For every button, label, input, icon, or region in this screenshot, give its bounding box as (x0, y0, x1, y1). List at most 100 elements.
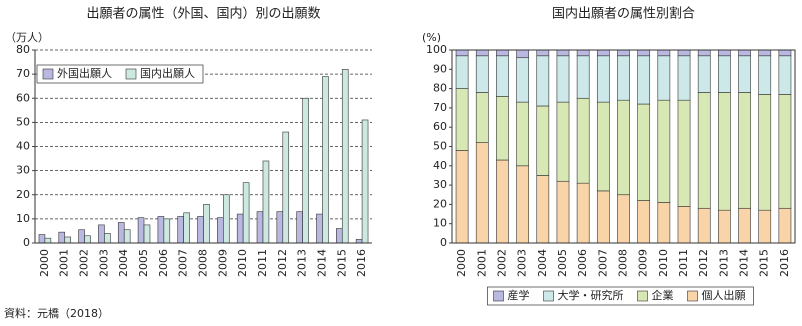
x-tick-label: 2014 (315, 249, 328, 277)
y-tick-label: 90 (433, 62, 447, 75)
x-tick-label: 2005 (556, 249, 569, 277)
x-tick-label: 2012 (276, 249, 289, 277)
x-tick-label: 2012 (697, 249, 710, 277)
y-tick-label: 60 (16, 91, 30, 104)
x-tick-label: 2015 (335, 249, 348, 277)
bar-segment (576, 49, 590, 57)
x-tick-label: 2002 (495, 249, 508, 277)
x-tick-label: 2005 (137, 249, 150, 277)
legend-label: 国内出願人 (140, 66, 195, 80)
bar (117, 222, 125, 244)
bar-segment (496, 49, 509, 57)
bar (262, 160, 270, 244)
bar-segment (475, 92, 489, 143)
bar-segment (718, 55, 731, 93)
bar (157, 216, 165, 244)
bar-segment (556, 49, 570, 57)
x-tick-label: 2011 (256, 249, 269, 277)
y-tick-label: 0 (440, 236, 447, 249)
bar (316, 213, 323, 244)
bar-segment (576, 55, 590, 99)
y-tick-label: 100 (426, 43, 447, 56)
bar-segment (778, 49, 792, 57)
x-tick-label: 2006 (576, 249, 589, 277)
bar-segment (455, 55, 469, 89)
chart-title: 出願者の属性（外国、国内）別の出願数 (86, 6, 320, 22)
x-tick-label: 2008 (617, 249, 630, 277)
x-tick-label: 2010 (657, 249, 670, 277)
bar (302, 97, 309, 244)
bar-segment (576, 182, 590, 244)
x-tick-label: 2008 (197, 249, 210, 277)
bar-segment (617, 55, 630, 101)
bar-segment (475, 49, 489, 57)
bar-segment (657, 202, 671, 244)
bar-segment (637, 200, 651, 244)
x-tick-label: 2013 (296, 249, 309, 277)
chart-title: 国内出願者の属性別割合 (552, 6, 695, 22)
bar (203, 204, 210, 244)
bar (123, 229, 131, 244)
source-note: 資料：元橋（2018） (4, 306, 109, 320)
bar-segment (697, 92, 711, 209)
legend-swatch (493, 290, 504, 302)
y-tick-label: 10 (433, 217, 447, 230)
bar (104, 233, 111, 244)
y-tick-label: 60 (433, 120, 447, 133)
x-tick-label: 2004 (536, 249, 549, 277)
bar-segment (718, 92, 731, 211)
bar-segment (718, 49, 731, 57)
bar-segment (657, 49, 671, 57)
bar-segment (677, 49, 691, 57)
bar-segment (455, 49, 469, 57)
bar-segment (677, 206, 691, 244)
y-tick-label: 20 (433, 197, 447, 210)
x-tick-label: 2010 (236, 249, 249, 277)
bar-segment (496, 159, 509, 244)
bar-segment (596, 55, 610, 103)
legend-label: 産学 (508, 288, 530, 302)
plot-frame (451, 49, 796, 244)
x-tick-label: 2004 (117, 249, 130, 277)
y-tick-label: 10 (16, 212, 30, 225)
bar-segment (496, 96, 509, 161)
legend-swatch (543, 290, 554, 302)
x-tick-label: 2000 (38, 249, 51, 277)
bar-segment (738, 207, 751, 244)
bar (256, 211, 264, 244)
bar-segment (637, 103, 651, 201)
legend-label: 大学・研究所 (558, 288, 624, 302)
bar (217, 217, 224, 244)
bar-segment (617, 49, 630, 57)
bar (242, 182, 250, 244)
bar (137, 217, 145, 244)
bar-segment (657, 99, 671, 203)
bar-segment (697, 55, 711, 93)
bar-segment (475, 142, 489, 244)
legend: 産学 大学・研究所 企業 個人出願 (487, 286, 754, 306)
bar (64, 236, 71, 244)
y-tick-label: 50 (433, 140, 447, 153)
legend-swatch (687, 290, 698, 302)
bar-segment (758, 49, 772, 57)
y-axis-label: (%) (422, 31, 441, 44)
bar (282, 131, 290, 244)
x-tick-label: 2009 (216, 249, 229, 277)
bar-segment (738, 55, 751, 93)
bar-segment (738, 92, 751, 209)
legend-swatch (42, 68, 54, 80)
x-tick-label: 2002 (78, 249, 91, 277)
bar (143, 224, 151, 244)
bar (236, 213, 244, 244)
bar-segment (516, 49, 529, 59)
bar-segment (536, 49, 550, 57)
bar (177, 216, 184, 244)
bar-segment (637, 55, 651, 105)
legend-label: 企業 (652, 288, 674, 302)
bar (296, 211, 303, 244)
bar-segment (758, 209, 772, 244)
bar-segment (617, 194, 630, 244)
x-tick-label: 2006 (157, 249, 170, 277)
bar-segment (677, 55, 691, 101)
y-tick-label: 80 (433, 82, 447, 95)
